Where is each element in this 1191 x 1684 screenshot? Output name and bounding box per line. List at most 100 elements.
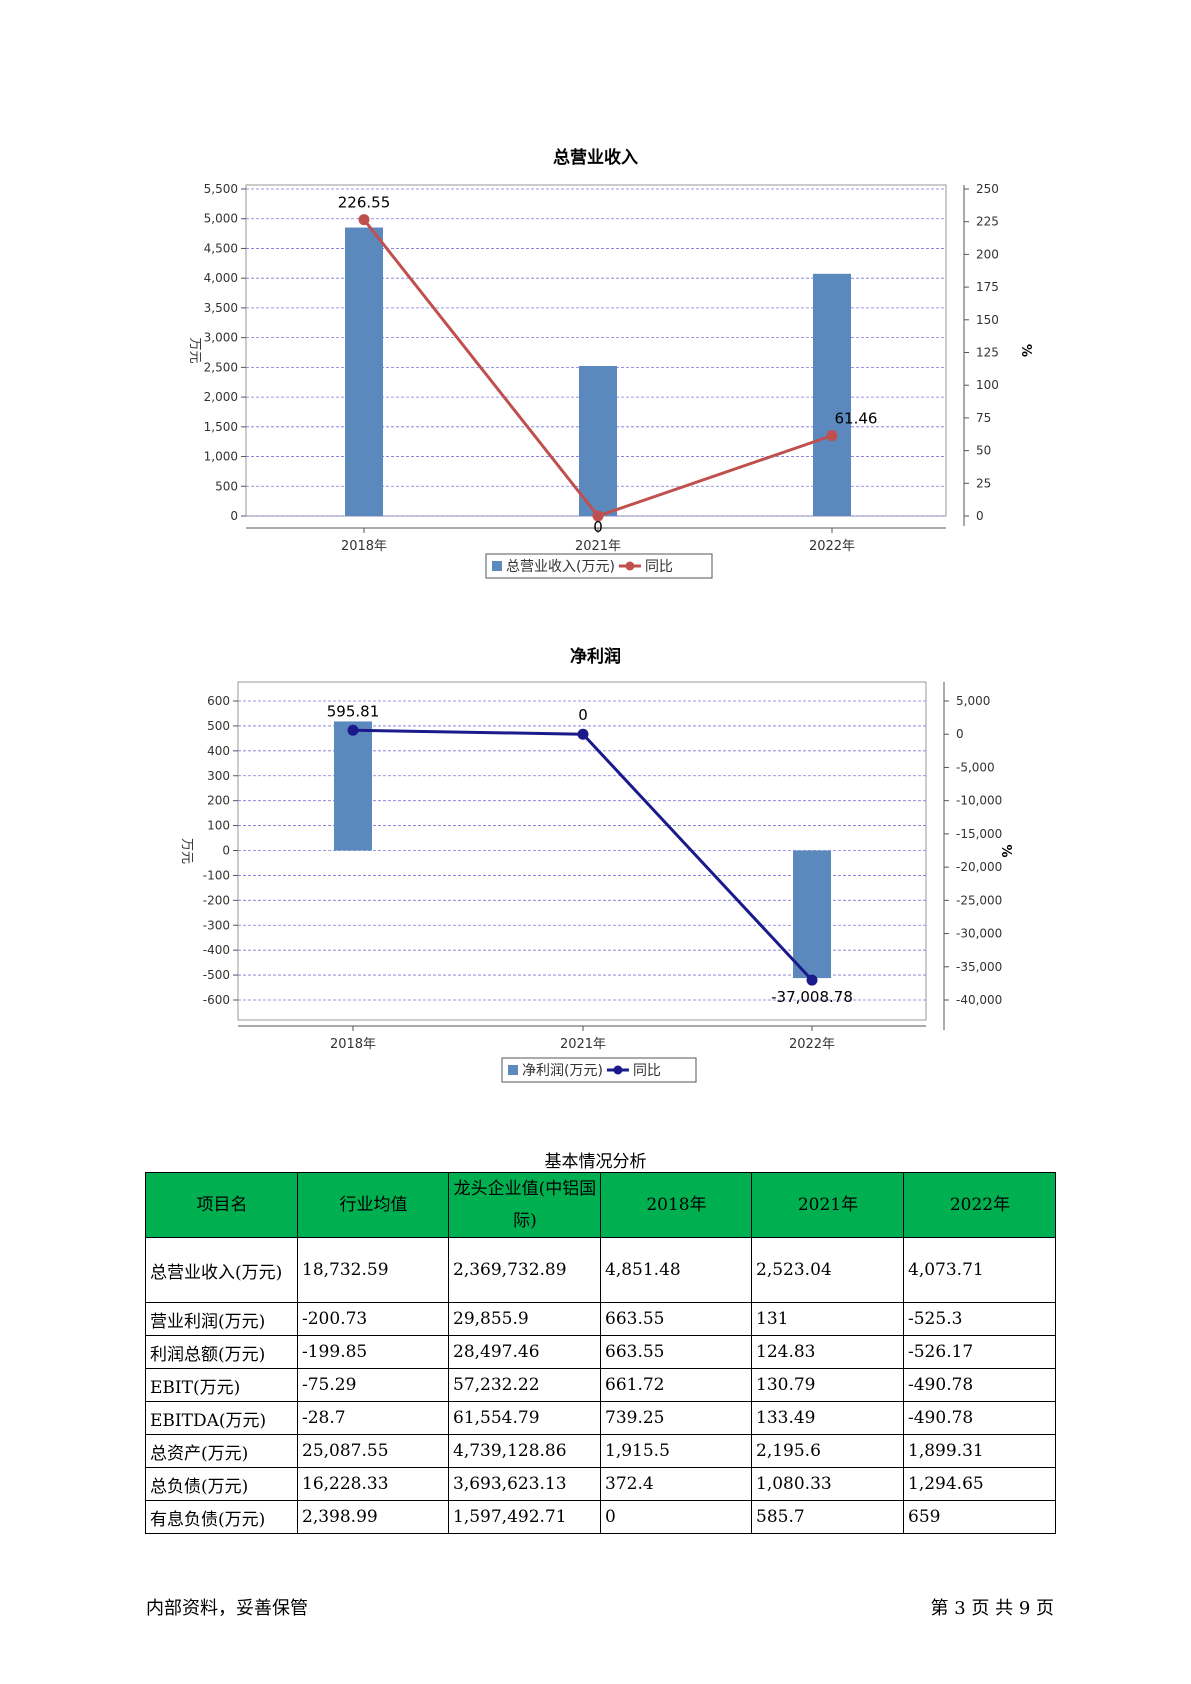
- legend-bar-label: 净利润(万元): [522, 1063, 603, 1079]
- data-label: 595.81: [327, 702, 380, 720]
- right-tick-label: -10,000: [956, 794, 1002, 808]
- left-tick-label: 3,000: [204, 331, 238, 345]
- right-tick-label: 225: [976, 215, 999, 229]
- table-cell: 133.49: [751, 1401, 904, 1435]
- table-cell: -28.7: [297, 1401, 449, 1435]
- right-tick-label: 250: [976, 182, 999, 196]
- table-cell: 585.7: [751, 1500, 904, 1534]
- left-tick-label: 3,500: [204, 301, 238, 315]
- legend-line-label: 同比: [633, 1063, 661, 1079]
- left-tick-label: 1,000: [204, 450, 238, 464]
- category-label: 2022年: [789, 1037, 835, 1052]
- revenue-chart: 05001,0001,5002,0002,5003,0003,5004,0004…: [187, 182, 1033, 579]
- left-tick-label: 5,000: [204, 212, 238, 226]
- table-cell: 659: [903, 1500, 1056, 1534]
- left-tick-label: 5,500: [204, 182, 238, 196]
- table-cell: 3,693,623.13: [448, 1467, 601, 1501]
- table-header-row: 项目名 行业均值 龙头企业值(中铝国际) 2018年 2021年 2022年: [145, 1172, 1056, 1238]
- line-point: [806, 974, 818, 986]
- line-point: [577, 728, 589, 740]
- left-tick-label: -100: [203, 868, 230, 882]
- net-profit-chart: -600 -500 -400 -300 -200 -100 0 100 200 300 400 500…: [179, 681, 1013, 1083]
- table-cell: 16,228.33: [297, 1467, 449, 1501]
- table-cell: -490.78: [903, 1401, 1056, 1435]
- table-cell: 2,195.6: [751, 1434, 904, 1468]
- table-cell: 29,855.9: [448, 1302, 601, 1336]
- table-cell: 2,398.99: [297, 1500, 449, 1534]
- table-cell: -490.78: [903, 1368, 1056, 1402]
- header-2018: 2018年: [600, 1172, 752, 1238]
- footer-page-number: 第 3 页 共 9 页: [930, 1598, 1054, 1619]
- analysis-table: 项目名 行业均值 龙头企业值(中铝国际) 2018年 2021年 2022年 总…: [145, 1172, 1056, 1534]
- left-tick-label: 2,000: [204, 390, 238, 404]
- left-tick-label: -300: [203, 918, 230, 932]
- chart-1-title: 总营业收入: [553, 148, 638, 168]
- right-tick-label: 200: [976, 247, 999, 261]
- table-cell: -525.3: [903, 1302, 1056, 1336]
- line-point: [826, 430, 838, 442]
- table-cell: 1,294.65: [903, 1467, 1056, 1501]
- right-tick-label: -35,000: [956, 960, 1002, 974]
- table-cell: 57,232.22: [448, 1368, 601, 1402]
- legend-bar-swatch: [492, 561, 502, 571]
- table-cell: -526.17: [903, 1335, 1056, 1369]
- data-label: 0: [578, 706, 588, 724]
- category-label: 2021年: [560, 1037, 606, 1052]
- right-tick-label: 150: [976, 313, 999, 327]
- table-cell: 4,851.48: [600, 1237, 752, 1303]
- footer-confidential-note: 内部资料，妥善保管: [146, 1598, 308, 1619]
- table-cell: 总负债(万元): [145, 1467, 298, 1501]
- bar: [579, 365, 617, 516]
- left-tick-label: 500: [215, 479, 238, 493]
- table-row: 利润总额(万元) -199.85 28,497.46 663.55 124.83…: [145, 1335, 1056, 1369]
- table-row: 总资产(万元) 25,087.55 4,739,128.86 1,915.5 2…: [145, 1434, 1056, 1468]
- table-cell: 营业利润(万元): [145, 1302, 298, 1336]
- table-cell: 4,739,128.86: [448, 1434, 601, 1468]
- table-cell: 1,597,492.71: [448, 1500, 601, 1534]
- table-cell: EBITDA(万元): [145, 1401, 298, 1435]
- chart-2-title: 净利润: [570, 647, 621, 667]
- table-cell: 1,080.33: [751, 1467, 904, 1501]
- right-axis-title: %: [998, 844, 1013, 857]
- left-tick-label: 0: [222, 844, 230, 858]
- line-point: [592, 510, 604, 522]
- right-tick-label: 50: [976, 444, 991, 458]
- category-label: 2022年: [809, 539, 855, 554]
- left-tick-label: 4,500: [204, 241, 238, 255]
- table-cell: 有息负债(万元): [145, 1500, 298, 1534]
- right-tick-label: -40,000: [956, 993, 1002, 1007]
- table-cell: -200.73: [297, 1302, 449, 1336]
- right-tick-label: 0: [956, 727, 964, 741]
- right-tick-label: -5,000: [956, 760, 995, 774]
- table-cell: 663.55: [600, 1302, 752, 1336]
- left-tick-label: 0: [230, 509, 238, 523]
- table-cell: -199.85: [297, 1335, 449, 1369]
- header-leader-value: 龙头企业值(中铝国际): [448, 1172, 601, 1238]
- left-tick-label: -500: [203, 968, 230, 982]
- table-row: 总负债(万元) 16,228.33 3,693,623.13 372.4 1,0…: [145, 1467, 1056, 1501]
- table-row: 总营业收入(万元) 18,732.59 2,369,732.89 4,851.4…: [145, 1237, 1056, 1303]
- table-cell: 0: [600, 1500, 752, 1534]
- legend-line-marker: [613, 1065, 623, 1075]
- table-cell: 1,915.5: [600, 1434, 752, 1468]
- table-cell: 总营业收入(万元): [145, 1237, 298, 1303]
- category-label: 2018年: [341, 539, 387, 554]
- table-cell: 2,369,732.89: [448, 1237, 601, 1303]
- left-tick-label: 500: [207, 719, 230, 733]
- right-tick-label: 5,000: [956, 694, 990, 708]
- left-tick-label: -200: [203, 893, 230, 907]
- left-tick-label: 300: [207, 769, 230, 783]
- line-point: [347, 724, 359, 736]
- left-tick-label: 400: [207, 744, 230, 758]
- line-point: [358, 214, 370, 226]
- bar: [793, 850, 831, 979]
- table-cell: 利润总额(万元): [145, 1335, 298, 1369]
- left-tick-label: 4,000: [204, 271, 238, 285]
- table-cell: 130.79: [751, 1368, 904, 1402]
- data-label: 226.55: [338, 194, 391, 212]
- right-tick-label: -30,000: [956, 927, 1002, 941]
- header-2021: 2021年: [751, 1172, 904, 1238]
- header-industry-avg: 行业均值: [297, 1172, 449, 1238]
- legend-box: [501, 1057, 697, 1083]
- table-cell: 372.4: [600, 1467, 752, 1501]
